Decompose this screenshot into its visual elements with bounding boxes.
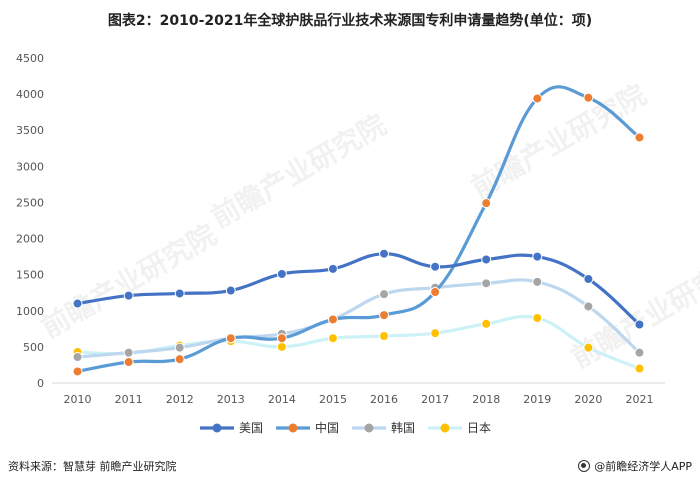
data-point [72, 298, 83, 309]
data-point [379, 310, 390, 321]
data-point [481, 254, 492, 265]
y-tick-label: 2000 [16, 233, 44, 246]
x-tick-label: 2012 [166, 393, 194, 406]
data-point [276, 341, 287, 352]
data-point [532, 251, 543, 262]
data-point [634, 319, 645, 330]
data-point [225, 285, 236, 296]
y-tick-label: 0 [37, 377, 44, 390]
y-tick-label: 4000 [16, 88, 44, 101]
data-point [532, 276, 543, 287]
y-tick-label: 4500 [16, 52, 44, 65]
legend-label: 美国 [239, 421, 263, 435]
data-point [72, 352, 83, 362]
data-point [174, 288, 185, 299]
y-tick-label: 500 [23, 341, 44, 354]
source-note: 资料来源：智慧芽 前瞻产业研究院 [8, 460, 177, 473]
data-point [327, 263, 338, 274]
legend-marker [288, 423, 298, 433]
data-point [634, 347, 645, 358]
data-point [276, 268, 287, 279]
x-tick-label: 2017 [421, 393, 449, 406]
data-point [379, 331, 390, 342]
y-tick-label: 1000 [16, 305, 44, 318]
data-point [583, 274, 594, 284]
data-point [174, 354, 185, 365]
data-point [276, 333, 287, 344]
legend-marker [440, 423, 450, 433]
x-tick-label: 2011 [115, 393, 143, 406]
x-tick-label: 2021 [625, 393, 653, 406]
x-tick-label: 2015 [319, 393, 347, 406]
series-line-1 [75, 85, 642, 374]
data-point [583, 92, 594, 103]
data-point [583, 301, 594, 312]
data-point [72, 366, 83, 377]
y-tick-label: 3500 [16, 124, 44, 137]
data-point [634, 363, 645, 374]
data-point [430, 287, 441, 297]
data-point [327, 333, 338, 344]
legend-marker [364, 423, 374, 433]
data-point [430, 328, 441, 339]
data-point [583, 342, 594, 353]
data-point [123, 357, 134, 368]
data-point [532, 93, 543, 104]
data-point [123, 347, 134, 358]
data-point [634, 132, 645, 143]
legend-label: 中国 [315, 420, 339, 435]
data-point [481, 318, 492, 329]
series-line-0 [75, 252, 642, 327]
x-tick-label: 2013 [217, 393, 245, 406]
brand-logo-icon [578, 460, 591, 472]
y-tick-label: 3000 [16, 160, 44, 173]
data-point [123, 290, 134, 301]
y-tick-label: 1500 [16, 269, 44, 282]
legend-marker [212, 423, 222, 433]
data-point [430, 261, 441, 272]
x-tick-label: 2018 [472, 393, 500, 406]
y-tick-label: 2500 [16, 196, 44, 209]
data-point [379, 289, 390, 300]
data-point [327, 314, 338, 325]
data-point [225, 333, 236, 344]
x-tick-label: 2019 [523, 393, 551, 406]
data-point [481, 198, 492, 209]
x-tick-label: 2014 [268, 393, 296, 406]
data-point [174, 342, 185, 353]
brand-text: @前瞻经济学人APP [594, 460, 692, 473]
x-tick-label: 2016 [370, 393, 398, 406]
data-point [532, 313, 543, 323]
data-point [481, 278, 492, 289]
legend-label: 韩国 [391, 420, 415, 435]
legend-label: 日本 [467, 421, 491, 435]
x-tick-label: 2010 [64, 393, 92, 406]
data-point [379, 248, 390, 259]
brand-credit: @前瞻经济学人APP [578, 458, 692, 474]
x-tick-label: 2020 [574, 393, 602, 406]
chart-title: 图表2：2010-2021年全球护肤品行业技术来源国专利申请量趋势(单位：项) [107, 13, 593, 29]
